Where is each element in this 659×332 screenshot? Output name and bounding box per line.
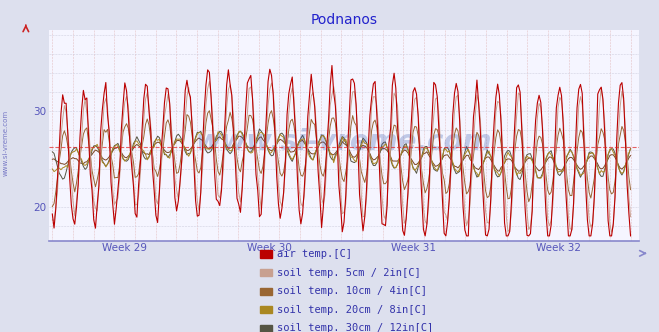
Text: soil temp. 10cm / 4in[C]: soil temp. 10cm / 4in[C] — [277, 286, 427, 296]
Title: Podnanos: Podnanos — [311, 13, 378, 27]
Text: soil temp. 20cm / 8in[C]: soil temp. 20cm / 8in[C] — [277, 305, 427, 315]
Text: www.si-vreme.com: www.si-vreme.com — [2, 110, 9, 176]
Text: soil temp. 5cm / 2in[C]: soil temp. 5cm / 2in[C] — [277, 268, 420, 278]
Text: soil temp. 30cm / 12in[C]: soil temp. 30cm / 12in[C] — [277, 323, 433, 332]
Text: www.si-vreme.com: www.si-vreme.com — [196, 127, 492, 156]
Text: air temp.[C]: air temp.[C] — [277, 249, 352, 259]
